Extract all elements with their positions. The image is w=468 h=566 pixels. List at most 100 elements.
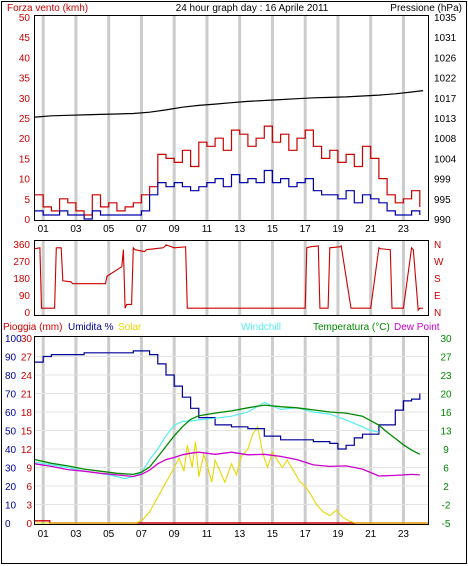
wind-average-line	[35, 169, 421, 220]
hour-tick-label: 01	[38, 224, 50, 235]
atmosphere-grid	[35, 337, 428, 524]
direction-degree-axis: 0 90 180 270 360	[13, 240, 30, 319]
pressure-tick-label: 1017	[434, 94, 457, 105]
wind-pressure-grid	[41, 16, 405, 220]
hour-tick-label: 13	[234, 224, 246, 235]
humidity-tick-label: 100	[5, 334, 22, 345]
wind-direction-grid	[41, 241, 405, 315]
pressure-tick-label: 1031	[434, 33, 457, 44]
rain-tick-label: 15	[21, 427, 33, 438]
pressure-tick-label: 1022	[434, 74, 457, 85]
atmosphere-panel	[34, 336, 429, 525]
hour-tick-label: 11	[202, 224, 213, 235]
header-wind-label: Forza vento (kmh)	[7, 3, 88, 14]
temperature-tick-label: 16	[440, 408, 452, 419]
wind-tick-label: 0	[24, 215, 30, 226]
wind-tick-label: 20	[19, 134, 31, 145]
direction-tick-label: 180	[13, 274, 30, 285]
hour-tick-label: 09	[169, 529, 181, 540]
temperature-tick-label: 30	[440, 334, 452, 345]
wind-tick-label: 40	[19, 53, 31, 64]
pressure-tick-label: 1004	[434, 154, 457, 165]
wind-speed-axis: 0 5 10 15 20 25 30 35 40 45 50	[19, 13, 31, 226]
temperature-tick-label: 27	[440, 353, 452, 364]
wind-pressure-series	[34, 90, 424, 220]
hour-tick-label: 03	[70, 224, 82, 235]
hour-tick-label: 05	[103, 224, 115, 235]
compass-tick-label: E	[434, 291, 441, 302]
dew-point-line	[34, 451, 420, 478]
pressure-axis: 990 995 999 1004 1008 1013 1017 1022 1026 1031 103…	[434, 13, 457, 226]
hour-tick-label: 15	[267, 529, 279, 540]
wind-tick-label: 15	[19, 154, 31, 165]
rain-line	[35, 520, 428, 524]
temperature-tick-label: 23	[440, 371, 452, 382]
hour-tick-label: 01	[38, 529, 50, 540]
humidity-tick-label: 60	[5, 408, 17, 419]
humidity-tick-label: 90	[5, 353, 17, 364]
hour-tick-label: 11	[202, 529, 213, 540]
legend-rain: Pioggia (mm)	[3, 322, 62, 333]
hour-tick-label: 17	[300, 529, 312, 540]
atmosphere-hour-axis: 01 03 05 07 09 11 13 15 17 19 21 23	[38, 529, 410, 540]
humidity-tick-label: 20	[5, 482, 17, 493]
wind-tick-label: 25	[19, 114, 31, 125]
hour-tick-label: 03	[70, 529, 82, 540]
wind-tick-label: 45	[19, 33, 31, 44]
compass-tick-label: S	[434, 274, 441, 285]
hour-tick-label: 17	[300, 224, 312, 235]
wind-direction-series	[34, 244, 424, 312]
wind-tick-label: 30	[19, 94, 31, 105]
atmosphere-series	[34, 350, 428, 524]
rain-tick-label: 21	[21, 390, 33, 401]
temperature-tick-label: 9	[443, 445, 449, 456]
pressure-tick-label: 1013	[434, 114, 457, 125]
humidity-tick-label: 10	[5, 501, 17, 512]
header-pressure-label: Pressione (hPa)	[390, 3, 462, 14]
temperature-tick-label: 13	[440, 427, 452, 438]
hour-tick-label: 21	[365, 529, 377, 540]
humidity-tick-label: 80	[5, 371, 17, 382]
rain-tick-label: 9	[26, 464, 32, 475]
hour-tick-label: 05	[103, 529, 115, 540]
pressure-tick-label: 1026	[434, 53, 457, 64]
hour-tick-label: 07	[136, 224, 148, 235]
direction-tick-label: 360	[13, 240, 30, 251]
direction-tick-label: 270	[13, 257, 30, 268]
hour-tick-label: 07	[136, 529, 148, 540]
wind-tick-label: 10	[19, 175, 31, 186]
legend-solar: Solar	[118, 322, 142, 333]
compass-tick-label: W	[434, 257, 444, 268]
rain-tick-label: 24	[21, 371, 33, 382]
legend-temperature: Temperatura (°C)	[313, 322, 390, 333]
pressure-tick-label: 999	[434, 175, 451, 186]
legend-humidity: Umidita %	[68, 322, 114, 333]
pressure-tick-label: 990	[434, 215, 451, 226]
temperature-axis: -5 -2 2 6 9 13 16 20 23 27 30	[440, 334, 452, 530]
temperature-tick-label: 6	[443, 464, 449, 475]
rain-tick-label: 0	[26, 519, 32, 530]
compass-tick-label: N	[434, 308, 441, 319]
windchill-line	[34, 401, 380, 480]
hour-tick-label: 23	[398, 529, 410, 540]
compass-tick-label: N	[434, 240, 441, 251]
humidity-line	[35, 350, 421, 450]
rain-tick-label: 6	[26, 482, 32, 493]
temperature-tick-label: 20	[440, 390, 452, 401]
wind-tick-label: 5	[24, 195, 30, 206]
humidity-tick-label: 0	[5, 519, 11, 530]
pressure-tick-label: 1008	[434, 134, 457, 145]
rain-scale-axis: 0 3 6 9 12 15 18 21 24 27 30	[21, 334, 33, 530]
wind-tick-label: 50	[19, 13, 31, 24]
wind-direction-line	[34, 244, 424, 312]
pressure-line	[34, 90, 424, 118]
wind-gust-line	[35, 125, 421, 216]
pressure-tick-label: 1035	[434, 13, 457, 24]
humidity-tick-label: 50	[5, 427, 17, 438]
hour-tick-label: 19	[332, 224, 344, 235]
legend-windchill: Windchill	[241, 322, 281, 333]
hour-tick-label: 13	[234, 529, 246, 540]
legend-dew-point: Dew Point	[394, 322, 440, 333]
rain-tick-label: 3	[26, 501, 32, 512]
